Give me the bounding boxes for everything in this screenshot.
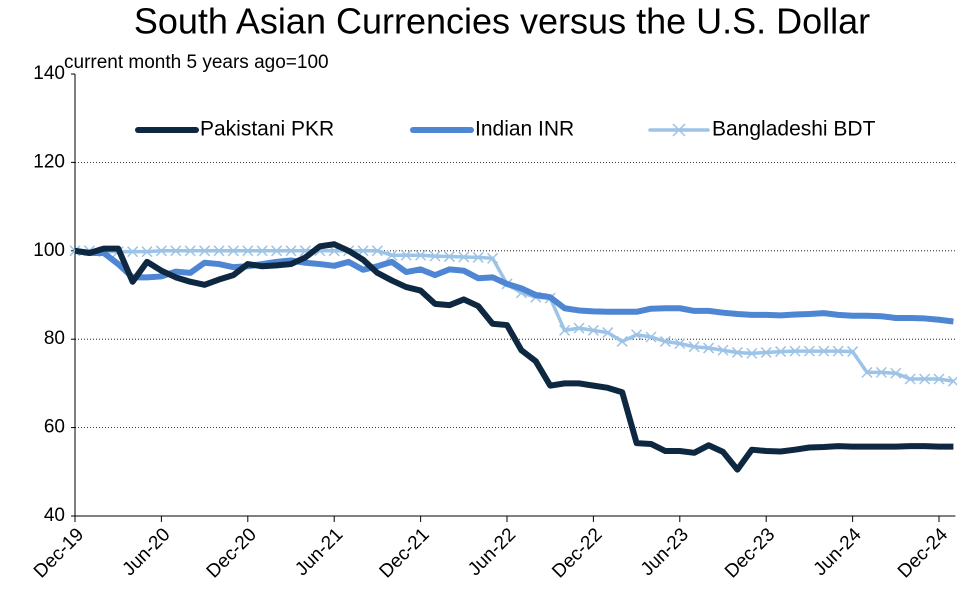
point-marker bbox=[731, 346, 743, 358]
y-tick-label: 40 bbox=[44, 505, 65, 526]
point-marker bbox=[904, 373, 916, 385]
point-marker bbox=[472, 251, 484, 263]
point-marker bbox=[875, 366, 887, 378]
point-marker bbox=[631, 329, 643, 341]
point-marker bbox=[919, 373, 931, 385]
point-marker bbox=[443, 251, 455, 263]
point-marker bbox=[688, 341, 700, 353]
point-marker bbox=[832, 345, 844, 357]
point-marker bbox=[487, 252, 499, 264]
point-marker bbox=[803, 345, 815, 357]
y-tick-label: 80 bbox=[44, 328, 65, 349]
point-marker bbox=[703, 342, 715, 354]
series-line bbox=[74, 241, 954, 473]
point-marker bbox=[861, 366, 873, 378]
point-marker bbox=[155, 245, 167, 257]
point-marker bbox=[818, 345, 830, 357]
point-marker bbox=[213, 245, 225, 257]
y-tick-label: 100 bbox=[33, 240, 65, 261]
point-marker bbox=[659, 335, 671, 347]
x-tick-label: Jun-20 bbox=[119, 524, 175, 580]
y-tick-label: 120 bbox=[33, 151, 65, 172]
point-marker bbox=[559, 324, 571, 336]
point-marker bbox=[573, 322, 585, 334]
point-marker bbox=[616, 335, 628, 347]
x-tick-label: Dec-24 bbox=[894, 524, 952, 582]
point-marker bbox=[717, 344, 729, 356]
chart-subtitle: current month 5 years ago=100 bbox=[64, 52, 329, 73]
x-tick-label: Dec-22 bbox=[548, 524, 606, 582]
point-marker bbox=[271, 245, 283, 257]
point-marker bbox=[141, 246, 153, 258]
y-tick-label: 60 bbox=[44, 417, 65, 438]
point-marker bbox=[429, 250, 441, 262]
point-marker bbox=[760, 346, 772, 358]
point-marker bbox=[199, 245, 211, 257]
legend-marker bbox=[672, 123, 686, 137]
point-marker bbox=[227, 245, 239, 257]
point-marker bbox=[602, 327, 614, 339]
point-marker bbox=[285, 245, 297, 257]
x-tick-label: Jun-24 bbox=[810, 524, 866, 580]
point-marker bbox=[587, 324, 599, 336]
point-marker bbox=[127, 246, 139, 258]
point-marker bbox=[170, 245, 182, 257]
point-marker bbox=[458, 251, 470, 263]
x-tick-label: Jun-23 bbox=[637, 524, 693, 580]
series-line bbox=[74, 247, 954, 325]
x-tick-label: Dec-19 bbox=[30, 524, 88, 582]
x-tick-label: Dec-23 bbox=[721, 524, 779, 582]
legend-label: Indian INR bbox=[475, 118, 574, 141]
x-tick-label: Dec-20 bbox=[203, 524, 261, 582]
x-tick-label: Jun-21 bbox=[291, 524, 347, 580]
legend-label: Bangladeshi BDT bbox=[712, 118, 876, 141]
point-marker bbox=[890, 367, 902, 379]
y-tick-label: 140 bbox=[33, 63, 65, 84]
point-marker bbox=[847, 346, 859, 358]
point-marker bbox=[371, 245, 383, 257]
point-marker bbox=[184, 245, 196, 257]
point-marker bbox=[674, 338, 686, 350]
chart-title: South Asian Currencies versus the U.S. D… bbox=[134, 1, 870, 42]
point-marker bbox=[775, 346, 787, 358]
point-marker bbox=[242, 245, 254, 257]
point-marker bbox=[386, 249, 398, 261]
point-marker bbox=[415, 249, 427, 261]
point-marker bbox=[400, 249, 412, 261]
x-tick-label: Jun-22 bbox=[464, 524, 520, 580]
point-marker bbox=[645, 331, 657, 343]
point-marker bbox=[746, 347, 758, 359]
point-marker bbox=[789, 345, 801, 357]
legend-label: Pakistani PKR bbox=[200, 118, 334, 141]
point-marker bbox=[256, 245, 268, 257]
x-tick-label: Dec-21 bbox=[376, 524, 434, 582]
point-marker bbox=[933, 373, 945, 385]
